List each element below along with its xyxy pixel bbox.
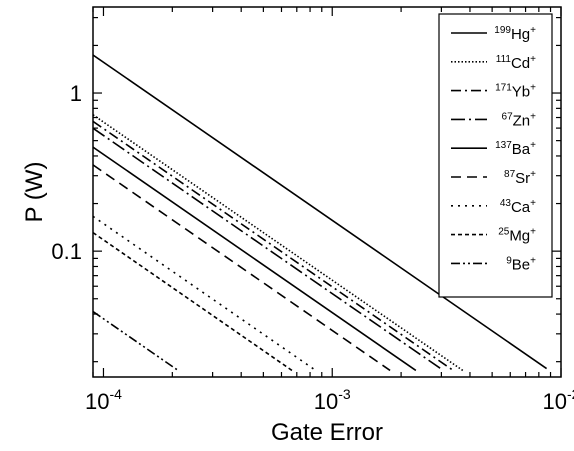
x-axis-label: Gate Error	[271, 419, 383, 446]
legend-item-hg: 199Hg+	[451, 25, 536, 43]
plot-frame	[92, 6, 562, 378]
series-line-yb	[93, 120, 454, 372]
x-tick-label: 10-4	[85, 386, 122, 414]
legend-label: 87Sr+	[504, 169, 536, 187]
legend-item-yb: 171Yb+	[451, 83, 536, 101]
series-line-ba	[93, 146, 417, 372]
legend-entries: 199Hg+ 111Cd+ 171Yb+ 67Zn+ 137Ba+ 87Sr+ 43Ca+ 2…	[451, 25, 536, 273]
series-line-cd	[93, 114, 464, 372]
y-tick-labels: 10.1	[51, 81, 82, 264]
series-line-ca	[93, 215, 317, 372]
legend-item-zn: 67Zn+	[451, 111, 536, 129]
legend-item-ba: 137Ba+	[451, 140, 536, 158]
legend: 199Hg+ 111Cd+ 171Yb+ 67Zn+ 137Ba+ 87Sr+ 43Ca+ 2…	[438, 13, 553, 298]
x-tick-label: 10-3	[314, 386, 351, 414]
x-tick-labels: 10-4 10-3 10-2	[85, 386, 574, 414]
series-line-zn	[93, 127, 444, 372]
legend-label: 171Yb+	[495, 83, 536, 101]
legend-item-be: 9Be+	[451, 255, 536, 273]
series-line-sr	[93, 164, 391, 372]
x-tick-label: 10-2	[543, 386, 574, 414]
y-tick-label: 1	[70, 81, 82, 106]
series-line-be	[93, 310, 179, 372]
legend-label: 111Cd+	[496, 54, 536, 72]
y-axis-label: P (W)	[21, 162, 48, 223]
legend-label: 199Hg+	[494, 25, 536, 43]
tick-layer	[92, 7, 562, 377]
legend-item-mg: 25Mg+	[451, 227, 536, 245]
legend-label: 137Ba+	[495, 140, 536, 158]
y-tick-label: 0.1	[51, 239, 82, 264]
series-line-hg	[93, 54, 548, 370]
legend-frame	[438, 13, 553, 298]
legend-label: 9Be+	[506, 255, 536, 273]
series-line-mg	[93, 231, 293, 372]
legend-item-sr: 87Sr+	[451, 169, 536, 187]
series-layer	[93, 54, 548, 372]
legend-item-ca: 43Ca+	[451, 198, 536, 216]
legend-label: 25Mg+	[498, 227, 536, 245]
legend-label: 67Zn+	[502, 111, 537, 129]
legend-label: 43Ca+	[500, 198, 536, 216]
legend-item-cd: 111Cd+	[451, 54, 536, 72]
